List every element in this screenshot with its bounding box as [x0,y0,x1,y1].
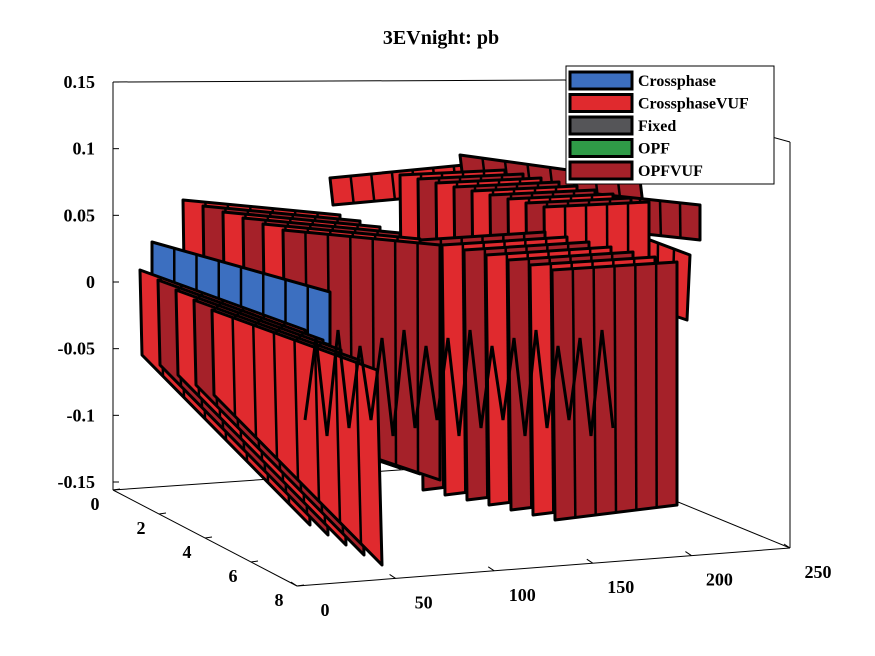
x-tick-mark [586,558,594,564]
z-tick-label: 0 [86,272,95,292]
surface-panels [138,153,702,567]
legend: Crossphase CrossphaseVUF Fixed OPF OPFVUF [565,65,775,185]
legend-swatch [568,70,634,91]
x-tick-mark [389,573,396,579]
y-tick-mark [296,584,305,587]
front-axes [112,489,791,587]
chart-title: 3EVnight: pb [383,27,499,49]
y-tick-label: 0 [91,494,100,514]
z-tick-label: 0.05 [64,205,96,225]
y-tick-label: 2 [137,518,146,538]
y-tick-label: 4 [183,542,192,562]
legend-label: OPFVUF [638,163,703,180]
y-axis: 0 2 4 6 8 [91,488,305,610]
legend-label: CrossphaseVUF [638,96,749,113]
legend-label: Fixed [638,118,676,135]
legend-swatch [568,115,634,136]
z-tick-label: 0.15 [64,72,96,92]
y-tick-mark [204,536,213,539]
x-tick-label: 200 [706,570,733,590]
legend-swatch [568,160,634,181]
legend-swatch [568,93,634,113]
y-tick-label: 6 [229,566,238,586]
legend-swatch [568,138,634,158]
x-tick-mark [290,581,298,587]
x-tick-label: 0 [321,600,330,620]
x-tick-label: 150 [607,577,634,597]
y-tick-label: 8 [275,590,284,610]
y-tick-mark [250,560,259,563]
surface-edge-line [303,329,615,437]
y-tick-mark [158,512,167,515]
z-tick-label: -0.15 [58,472,96,492]
z-axis: 0.15 0.1 0.05 0 -0.05 -0.1 -0.15 [58,72,119,492]
legend-label: OPF [638,141,670,158]
x-tick-mark [685,551,692,557]
x-tick-label: 50 [415,592,433,612]
x-axis: 0 50 100 150 200 250 [290,543,832,620]
x-tick-mark [487,566,495,572]
y-tick-mark [112,488,121,491]
z-tick-label: -0.05 [58,339,96,359]
x-tick-label: 250 [805,562,832,582]
legend-label: Crossphase [638,73,716,90]
surface-panel-front [210,308,384,567]
surface-panel-mid [550,260,679,522]
z-tick-label: -0.1 [67,405,96,425]
z-tick-label: 0.1 [73,139,96,159]
x-tick-label: 100 [509,585,536,605]
x-tick-mark [783,543,791,549]
